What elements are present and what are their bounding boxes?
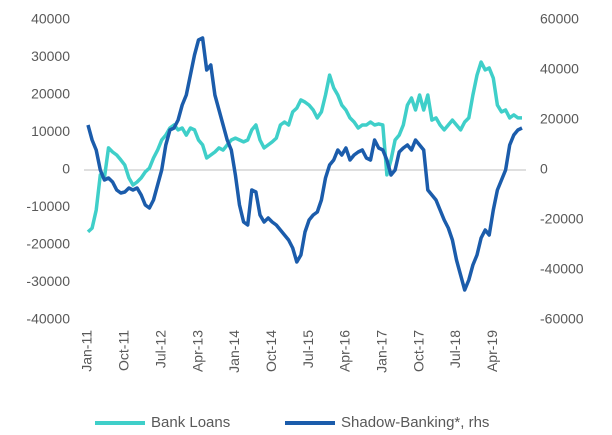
x-tick-label: Jul-15 [300, 330, 316, 368]
y2-tick-label: 60000 [540, 11, 579, 27]
y-tick-label: -30000 [26, 273, 70, 289]
x-tick-label: Jan-17 [373, 330, 389, 373]
y-tick-label: 40000 [31, 11, 70, 27]
y2-tick-label: 40000 [540, 61, 579, 77]
series-line [86, 36, 523, 292]
y2-tick-label: -40000 [540, 261, 584, 277]
y2-tick-label: 20000 [540, 111, 579, 127]
y2-tick-label: -60000 [540, 311, 584, 327]
x-tick-label: Oct-11 [116, 330, 132, 371]
series-line [86, 60, 522, 234]
legend-label: Shadow-Banking*, rhs [341, 414, 489, 431]
y-tick-label: 20000 [31, 86, 70, 102]
x-tick-label: Apr-13 [189, 330, 205, 372]
y-tick-label: 10000 [31, 123, 70, 139]
x-tick-label: Jan-14 [226, 330, 242, 373]
x-tick-label: Apr-19 [484, 330, 500, 372]
x-tick-label: Oct-14 [263, 330, 279, 372]
y-tick-label: 0 [62, 161, 70, 177]
y-tick-label: -40000 [26, 311, 70, 327]
x-tick-label: Jul-18 [447, 330, 463, 368]
legend-label: Bank Loans [151, 414, 230, 431]
x-tick-label: Apr-16 [337, 330, 353, 372]
y-tick-label: 30000 [31, 48, 70, 64]
x-tick-label: Jul-12 [152, 330, 168, 368]
y2-tick-label: 0 [540, 161, 548, 177]
y-tick-label: -20000 [26, 236, 70, 252]
x-tick-label: Jan-11 [79, 330, 95, 372]
y2-tick-label: -20000 [540, 211, 584, 227]
y-tick-label: -10000 [26, 198, 70, 214]
x-tick-label: Oct-17 [410, 330, 426, 372]
